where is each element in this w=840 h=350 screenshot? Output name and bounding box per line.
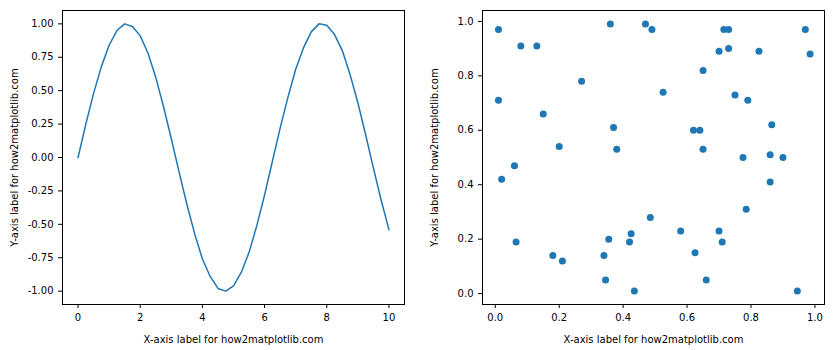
svg-text:0: 0 xyxy=(75,312,81,323)
svg-text:0.0: 0.0 xyxy=(458,288,474,299)
svg-text:6: 6 xyxy=(261,312,267,323)
svg-text:-0.50: -0.50 xyxy=(28,219,54,230)
svg-text:0.0: 0.0 xyxy=(487,312,503,323)
svg-text:-1.00: -1.00 xyxy=(28,285,54,296)
svg-text:-0.75: -0.75 xyxy=(28,252,54,263)
svg-text:0.8: 0.8 xyxy=(743,312,759,323)
svg-text:8: 8 xyxy=(324,312,330,323)
svg-text:10: 10 xyxy=(383,312,396,323)
svg-text:1.00: 1.00 xyxy=(31,18,53,29)
svg-text:X-axis label for how2matplotli: X-axis label for how2matplotlib.com xyxy=(144,334,324,345)
svg-text:0.2: 0.2 xyxy=(458,233,474,244)
svg-text:0.75: 0.75 xyxy=(31,51,53,62)
svg-text:X-axis label for how2matplotli: X-axis label for how2matplotlib.com xyxy=(564,334,744,345)
svg-text:Y-axis label for how2matplotli: Y-axis label for how2matplotlib.com xyxy=(9,68,20,247)
svg-text:0.8: 0.8 xyxy=(458,70,474,81)
svg-text:0.25: 0.25 xyxy=(31,118,53,129)
svg-text:Y-axis label for how2matplotli: Y-axis label for how2matplotlib.com xyxy=(429,68,440,247)
svg-text:2: 2 xyxy=(137,312,143,323)
svg-text:0.2: 0.2 xyxy=(551,312,567,323)
svg-text:1.0: 1.0 xyxy=(458,16,474,27)
svg-text:0.6: 0.6 xyxy=(458,124,474,135)
svg-text:0.4: 0.4 xyxy=(458,179,474,190)
svg-text:0.6: 0.6 xyxy=(679,312,695,323)
svg-text:0.4: 0.4 xyxy=(615,312,631,323)
svg-text:1.0: 1.0 xyxy=(807,312,823,323)
svg-text:4: 4 xyxy=(199,312,205,323)
svg-text:0.50: 0.50 xyxy=(31,85,53,96)
svg-text:-0.25: -0.25 xyxy=(28,185,54,196)
svg-text:0.00: 0.00 xyxy=(31,152,53,163)
